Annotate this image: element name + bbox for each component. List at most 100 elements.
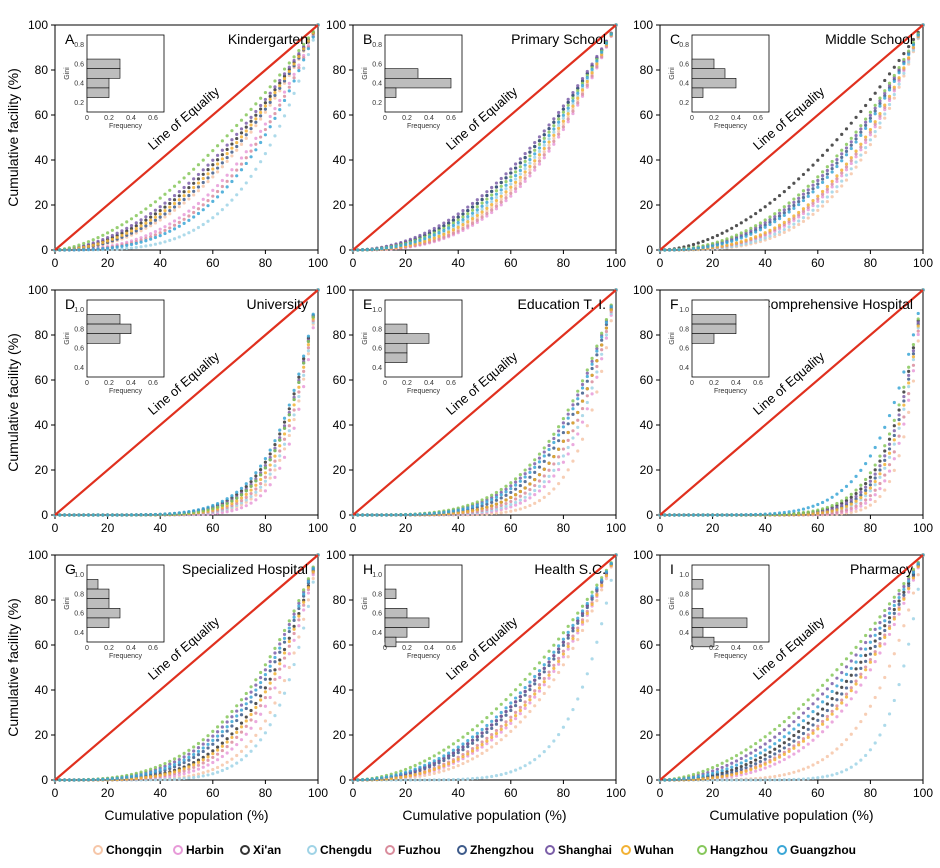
data-point xyxy=(201,172,205,176)
data-point xyxy=(576,98,580,103)
x-tick-label: 20 xyxy=(399,786,413,800)
data-point xyxy=(820,500,825,505)
data-point xyxy=(892,433,896,438)
data-point xyxy=(907,373,911,377)
data-point xyxy=(878,472,882,476)
data-point xyxy=(754,211,758,216)
data-point xyxy=(404,770,408,774)
x-tick-label: 20 xyxy=(706,786,720,800)
data-point xyxy=(916,332,920,337)
data-point xyxy=(168,201,172,206)
data-point xyxy=(552,440,556,445)
data-point xyxy=(278,124,282,128)
data-point xyxy=(907,384,911,389)
data-point xyxy=(504,487,508,491)
data-point xyxy=(120,233,124,238)
data-point xyxy=(490,500,494,504)
data-point xyxy=(552,678,556,682)
data-point xyxy=(494,722,499,726)
data-point xyxy=(763,205,767,209)
data-point xyxy=(523,677,527,682)
data-point xyxy=(254,493,258,497)
data-point xyxy=(480,213,484,217)
data-point xyxy=(418,233,422,238)
data-point xyxy=(129,229,134,233)
data-point xyxy=(518,705,522,709)
data-point xyxy=(518,175,522,179)
data-point xyxy=(239,142,244,146)
data-point xyxy=(768,201,772,205)
data-point xyxy=(182,233,186,237)
data-point xyxy=(504,510,508,514)
data-point xyxy=(432,754,436,758)
data-point xyxy=(902,390,906,394)
data-point xyxy=(273,96,277,100)
data-point xyxy=(504,726,508,730)
data-point xyxy=(820,204,825,208)
data-point xyxy=(278,675,282,680)
data-point xyxy=(225,740,229,744)
data-point xyxy=(423,237,427,241)
data-point xyxy=(220,748,224,753)
data-point xyxy=(787,510,791,514)
data-point xyxy=(557,467,561,472)
data-point xyxy=(533,695,537,699)
data-point xyxy=(902,403,906,407)
data-point xyxy=(225,159,229,164)
data-point xyxy=(490,199,494,204)
data-point xyxy=(835,501,839,506)
data-point xyxy=(225,134,229,138)
data-point xyxy=(773,232,777,236)
data-point xyxy=(513,508,518,512)
data-point xyxy=(101,237,105,242)
data-point xyxy=(206,746,210,750)
data-point xyxy=(235,499,239,503)
data-point xyxy=(542,691,546,696)
data-point xyxy=(542,450,546,454)
data-point xyxy=(806,168,810,172)
data-point xyxy=(537,135,542,139)
data-point xyxy=(244,136,248,140)
data-point xyxy=(297,66,301,70)
data-point xyxy=(220,153,224,157)
data-point xyxy=(149,232,153,236)
data-point xyxy=(509,693,513,697)
data-point xyxy=(287,429,291,433)
data-point xyxy=(509,708,513,713)
data-point xyxy=(557,656,561,660)
data-point xyxy=(244,495,248,499)
data-point xyxy=(844,501,849,505)
data-point xyxy=(557,662,561,666)
data-point xyxy=(561,125,566,129)
data-point xyxy=(509,718,513,722)
data-point xyxy=(447,745,451,749)
data-point xyxy=(177,773,181,777)
data-point xyxy=(542,129,546,133)
data-point xyxy=(897,417,901,422)
data-point xyxy=(490,711,494,715)
data-point xyxy=(859,504,863,508)
data-point xyxy=(225,501,229,506)
data-point xyxy=(215,144,220,148)
data-point xyxy=(172,757,177,761)
data-point xyxy=(423,231,427,235)
data-point xyxy=(134,214,138,218)
data-point xyxy=(557,135,561,139)
data-point xyxy=(211,507,215,511)
data-point xyxy=(225,143,229,147)
data-point xyxy=(552,657,556,661)
data-point xyxy=(302,626,306,630)
data-point xyxy=(523,495,527,499)
data-point xyxy=(206,204,210,208)
data-point xyxy=(537,159,542,163)
data-point xyxy=(509,188,513,192)
data-point xyxy=(418,241,422,245)
data-point xyxy=(442,235,446,239)
data-point xyxy=(211,767,215,772)
data-point xyxy=(163,209,167,213)
data-point xyxy=(725,229,729,233)
data-point xyxy=(58,778,62,782)
data-point xyxy=(585,83,589,87)
data-point xyxy=(144,244,148,248)
